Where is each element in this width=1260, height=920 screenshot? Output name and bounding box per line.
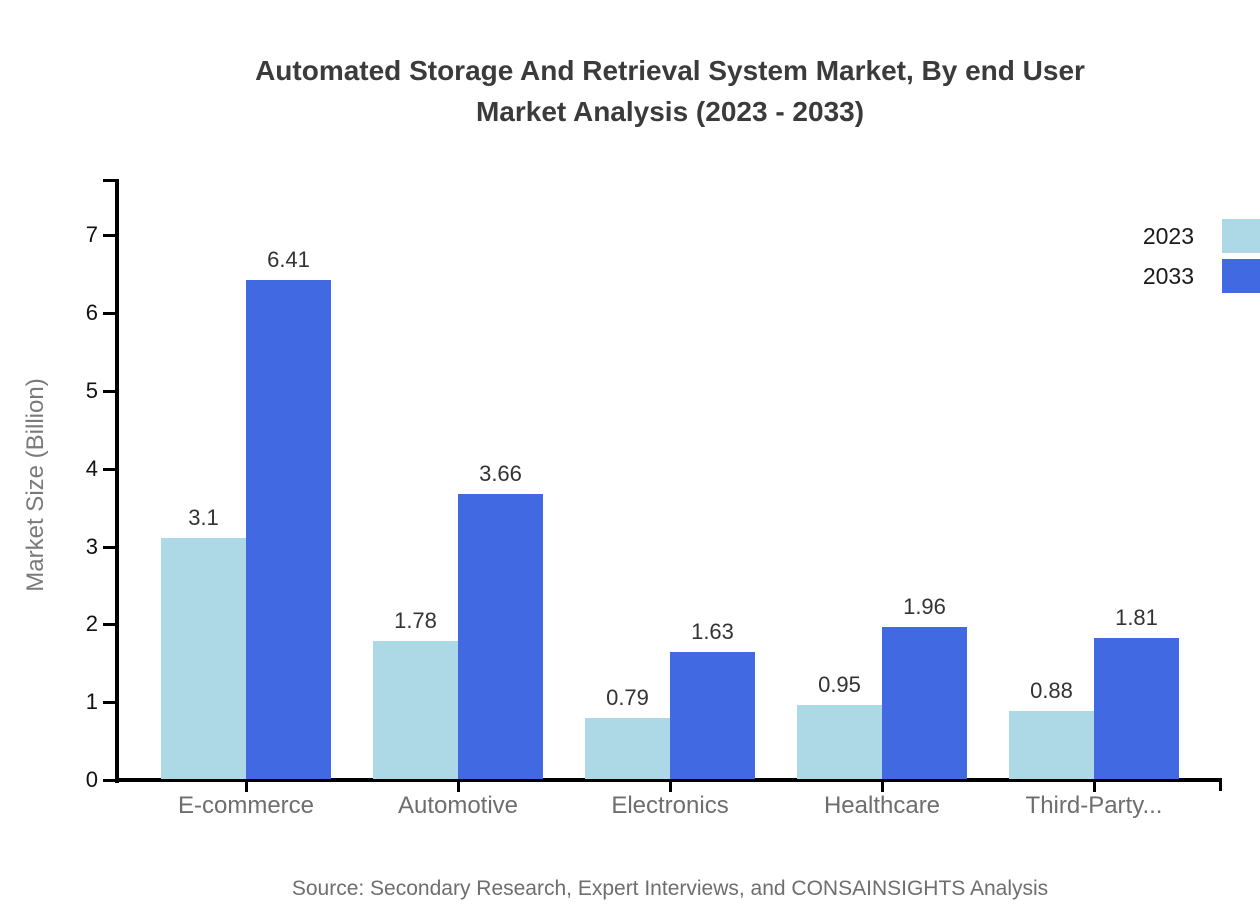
bar-value-label: 0.79 — [606, 684, 649, 710]
y-tick — [103, 701, 115, 705]
bar-value-label: 3.66 — [479, 461, 522, 487]
y-tick-label: 2 — [85, 611, 98, 637]
y-tick-label: 3 — [85, 533, 98, 559]
y-tick-label: 7 — [85, 222, 98, 248]
bar-2033-e-commerce — [246, 280, 331, 779]
bar-value-label: 1.81 — [1115, 605, 1158, 631]
x-tick — [457, 782, 460, 792]
y-tick — [103, 312, 115, 316]
y-tick-label: 0 — [85, 767, 98, 792]
bar-2033-healthcare — [882, 626, 967, 779]
y-tick — [103, 623, 115, 627]
y-tick — [103, 467, 115, 471]
x-axis-label: Automotive — [397, 792, 519, 819]
x-axis-line — [115, 778, 1222, 782]
y-tick-label: 4 — [85, 455, 98, 481]
bar-value-label: 0.88 — [1030, 677, 1073, 703]
y-tick — [103, 234, 115, 238]
y-tick — [103, 779, 115, 782]
bar-value-label: 0.95 — [818, 672, 861, 698]
x-axis-label: Electronics — [611, 792, 729, 819]
bar-2023-electronics — [585, 717, 670, 779]
source-note: Source: Secondary Research, Expert Inter… — [291, 877, 1049, 900]
x-tick — [669, 782, 672, 792]
bar-2023-automotive — [373, 640, 458, 779]
y-tick-label: 6 — [85, 300, 98, 326]
bar-2033-electronics — [670, 652, 755, 779]
x-axis-end-cap — [1219, 778, 1222, 791]
chart-title-line-1: Automated Storage And Retrieval System M… — [255, 55, 1085, 86]
bar-2033-automotive — [458, 494, 543, 779]
bar-value-label: 1.63 — [691, 619, 734, 645]
x-axis-label: Third-Party... — [1025, 792, 1163, 819]
legend-item-2033: 2033 — [1143, 259, 1260, 293]
legend-item-2023: 2023 — [1143, 219, 1260, 253]
bar-value-label: 1.96 — [903, 593, 946, 619]
x-axis-label: Healthcare — [823, 792, 941, 819]
chart-title: Automated Storage And Retrieval System M… — [80, 50, 1260, 132]
bar-2023-e-commerce — [161, 537, 246, 779]
bar-value-label: 1.78 — [394, 607, 437, 633]
bar-value-label: 6.41 — [267, 247, 310, 273]
legend-label: 2023 — [1142, 222, 1194, 249]
y-axis-top-cap — [103, 179, 115, 182]
x-tick — [881, 782, 884, 792]
chart-title-line-2: Market Analysis (2023 - 2033) — [475, 96, 865, 127]
x-tick — [245, 782, 248, 792]
bar-2023-third-party- — [1009, 710, 1094, 779]
y-tick-label: 1 — [85, 689, 98, 715]
y-tick — [103, 390, 115, 393]
x-tick — [1093, 782, 1096, 792]
y-tick-label: 5 — [85, 378, 98, 403]
legend-swatch-2023 — [1222, 219, 1260, 253]
legend-label: 2033 — [1142, 262, 1194, 289]
legend-swatch-2033 — [1222, 259, 1260, 293]
bar-value-label: 3.1 — [188, 504, 219, 530]
bar-2023-healthcare — [797, 705, 882, 779]
bar-2033-third-party- — [1094, 638, 1179, 779]
y-axis-line — [115, 179, 119, 783]
y-tick — [103, 545, 115, 549]
x-axis-label: E-commerce — [177, 792, 315, 819]
